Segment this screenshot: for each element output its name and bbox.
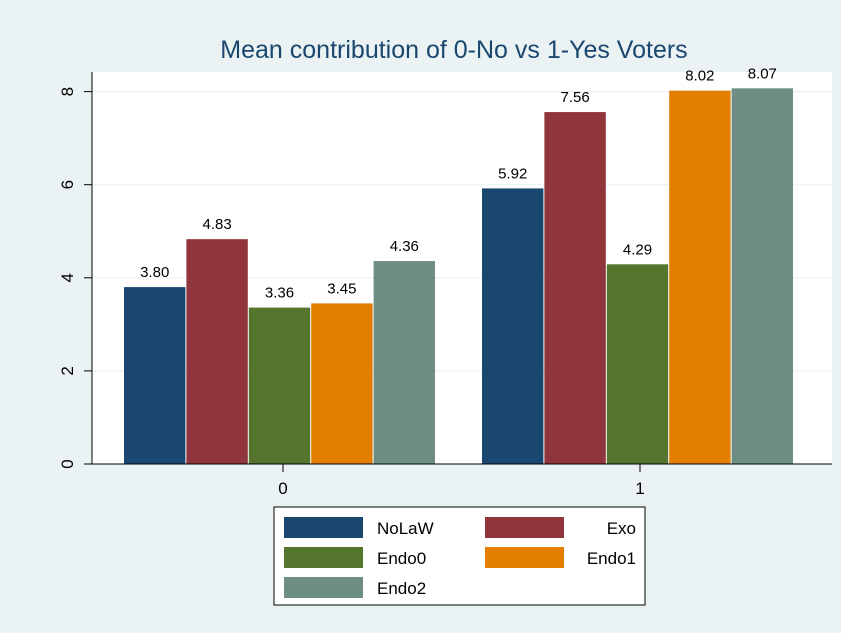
y-tick-label: 2 [58, 366, 77, 375]
y-tick-label: 4 [58, 273, 77, 282]
data-label: 7.56 [560, 89, 589, 106]
bars: 3.80 5.92 4.83 7.56 3.36 4.29 3.45 8.02 4.36 8.07 [124, 65, 793, 465]
x-tick-label: 0 [278, 479, 287, 498]
legend-label-endo2: Endo2 [377, 579, 426, 598]
data-label: 3.45 [327, 280, 356, 297]
data-label: 4.83 [202, 216, 231, 233]
y-tick-label: 6 [58, 180, 77, 189]
bar-endo0-0 [248, 307, 311, 464]
data-label: 5.92 [498, 165, 527, 182]
legend-label-exo: Exo [607, 519, 636, 538]
data-label: 3.80 [140, 264, 169, 281]
bar-endo1-0 [311, 303, 373, 464]
x-tick-label: 1 [635, 479, 644, 498]
axes: 0 2 4 6 8 0 1 [58, 72, 832, 498]
bar-nolaw-0 [124, 287, 186, 464]
legend-swatch-endo0 [284, 547, 363, 568]
legend-label-nolaw: NoLaW [377, 519, 434, 538]
y-tick-label: 0 [58, 459, 77, 468]
bar-endo1-1 [669, 90, 731, 464]
chart-title: Mean contribution of 0-No vs 1-Yes Voter… [220, 36, 687, 64]
legend: NoLaW Exo Endo0 Endo1 Endo2 [273, 506, 646, 606]
y-tick-label: 8 [58, 87, 77, 96]
bar-nolaw-1 [482, 188, 544, 464]
data-label: 3.36 [265, 285, 294, 302]
bar-endo2-1 [731, 88, 793, 465]
legend-swatch-endo1 [485, 547, 564, 568]
bar-endo0-1 [606, 264, 669, 464]
legend-label-endo1: Endo1 [587, 549, 636, 568]
bar-endo2-0 [373, 261, 435, 464]
legend-label-endo0: Endo0 [377, 549, 426, 568]
data-label: 4.29 [623, 241, 652, 258]
bar-exo-0 [186, 239, 248, 464]
data-label: 4.36 [390, 238, 419, 255]
data-label: 8.02 [685, 68, 714, 85]
legend-swatch-endo2 [284, 577, 363, 598]
bar-exo-1 [544, 112, 606, 464]
legend-swatch-exo [485, 517, 564, 538]
data-label: 8.07 [748, 65, 777, 82]
legend-swatch-nolaw [284, 517, 363, 538]
